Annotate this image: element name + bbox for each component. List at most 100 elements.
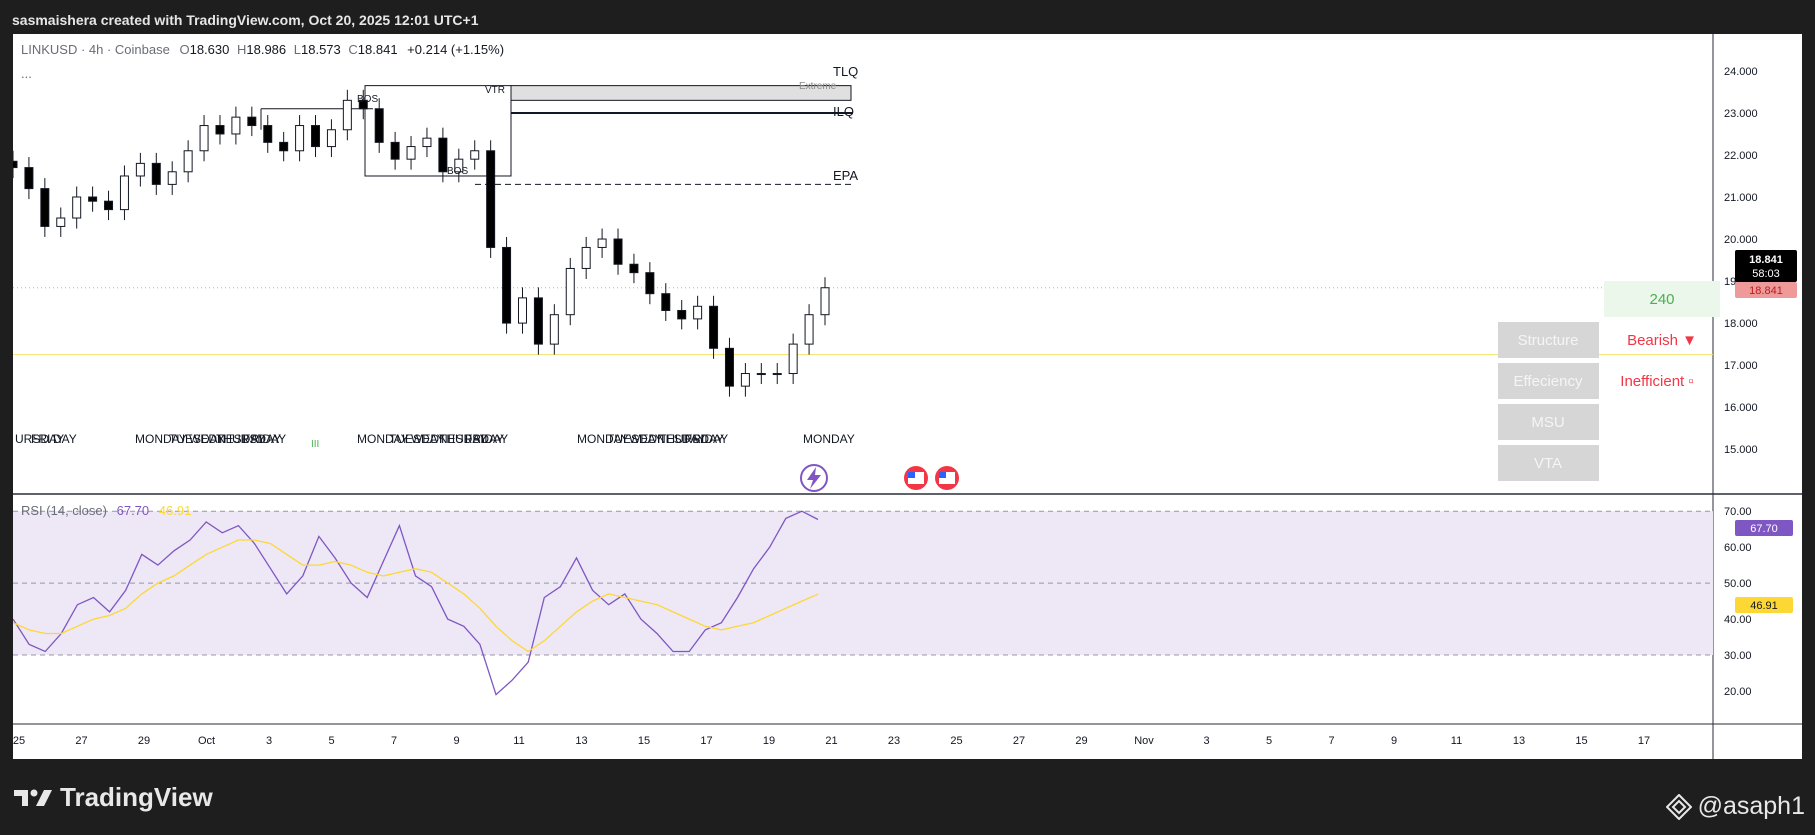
time-tick-label: 25 — [13, 735, 25, 747]
legend-more[interactable]: ... — [21, 66, 32, 81]
candle-body — [581, 246, 591, 269]
rsi-badge — [1735, 520, 1793, 536]
candle-body — [167, 171, 177, 185]
us-flag-event-icon-2[interactable] — [935, 466, 959, 490]
price-tick-label: 21.000 — [1724, 192, 1758, 204]
session-label: URSDAY — [15, 432, 64, 446]
structure-label: Structure — [1518, 332, 1579, 349]
price-axis[interactable]: 15.00016.00017.00018.00019.00020.00021.0… — [1724, 66, 1758, 456]
candle-body — [470, 150, 480, 160]
candle-body — [215, 125, 225, 135]
session-label: MONDAY — [803, 432, 855, 446]
marker-green-bars: III — [311, 439, 319, 450]
candle-body — [454, 158, 464, 173]
candle-body — [693, 305, 703, 320]
timeframe-value: 240 — [1649, 291, 1674, 308]
timeframe-cell — [1604, 281, 1720, 317]
legend-change: +0.214 (+1.15%) — [407, 42, 504, 57]
candle-body — [104, 200, 114, 211]
candle-body — [40, 188, 50, 227]
efficiency-value: Inefficient ▫ — [1620, 373, 1693, 390]
structure-value: Bearish ▼ — [1627, 332, 1697, 349]
candle-body — [135, 162, 145, 177]
candle-body — [295, 125, 305, 152]
rsi-tick-label: 70.00 — [1724, 506, 1752, 518]
candle-body — [486, 150, 496, 248]
candle-body — [549, 314, 559, 345]
time-axis[interactable]: 25 27 29 Oct 3 5 7 9 11 13 15 17 19 21 23 25 27 29 Nov 3 5 7 9… — [13, 735, 1650, 747]
rsi-ma-value: 46.91 — [159, 503, 192, 518]
legend-c-value: 18.841 — [358, 42, 398, 57]
brand-name: TradingView — [60, 782, 213, 812]
time-tick-label: 9 — [453, 735, 459, 747]
legend-h-label: H — [237, 42, 246, 57]
time-tick-label: 7 — [391, 735, 397, 747]
vta-label: VTA — [1534, 455, 1562, 472]
time-tick-label: Oct — [198, 735, 215, 747]
candles-group — [8, 89, 830, 397]
label-ilq: ILQ — [833, 104, 854, 119]
price-tick-label: 24.000 — [1724, 66, 1758, 78]
price-tick-label: 23.000 — [1724, 108, 1758, 120]
rsi-legend: RSI (14, close) 67.70 46.91 — [21, 503, 191, 518]
candle-body — [199, 125, 209, 152]
candle-body — [772, 373, 782, 376]
session-label: WEDNESDAY — [629, 432, 705, 446]
time-tick-label: 7 — [1328, 735, 1334, 747]
label-vtr: VTR — [485, 85, 505, 96]
session-label: FRIDAY — [685, 432, 728, 446]
candle-body — [597, 238, 607, 248]
session-label: WEDNESDAY — [189, 432, 265, 446]
rsi-axis[interactable]: 20.00 30.00 40.00 50.00 60.00 70.00 — [1724, 506, 1752, 698]
time-tick-label: 3 — [266, 735, 272, 747]
candle-body — [342, 99, 352, 131]
time-tick-label: 3 — [1203, 735, 1209, 747]
candle-body — [422, 137, 432, 148]
time-tick-label: 15 — [638, 735, 650, 747]
tradingview-logo[interactable]: TradingView — [14, 782, 213, 813]
rsi-band-group — [13, 510, 1713, 656]
price-tick-label: 18.000 — [1724, 318, 1758, 330]
candle-body — [645, 272, 655, 295]
legend-c-label: C — [348, 42, 357, 57]
legend-o-value: 18.630 — [190, 42, 230, 57]
msu-cell — [1498, 404, 1599, 440]
price-badge — [1735, 250, 1797, 282]
price-badge-2 — [1735, 282, 1797, 298]
label-bos-top: BOS — [357, 94, 378, 105]
legend-symbol: LINKUSD · 4h · Coinbase — [21, 42, 170, 57]
lightning-event-icon[interactable] — [800, 464, 828, 492]
rsi-ma-badge-value: 46.91 — [1750, 600, 1778, 612]
candle-body — [326, 129, 336, 148]
candle-body — [119, 175, 129, 211]
label-bos-bottom: BOS — [447, 166, 468, 177]
chart-frame[interactable]: 15.00016.00017.00018.00019.00020.00021.0… — [8, 34, 1802, 759]
candle-body — [724, 347, 734, 387]
chart-svg[interactable]: 15.00016.00017.00018.00019.00020.00021.0… — [8, 34, 1802, 759]
rsi-value: 67.70 — [117, 503, 150, 518]
us-flag-event-icon[interactable] — [904, 466, 928, 490]
time-tick-label: 5 — [1266, 735, 1272, 747]
structure-cell — [1498, 322, 1599, 358]
price-tick-label: 20.000 — [1724, 234, 1758, 246]
price-tick-label: 16.000 — [1724, 402, 1758, 414]
time-tick-label: 15 — [1575, 735, 1587, 747]
footer — [0, 760, 1815, 835]
price-badge-countdown: 58:03 — [1752, 268, 1780, 280]
legend-h-value: 18.986 — [246, 42, 286, 57]
price-tick-label: 15.000 — [1724, 444, 1758, 456]
session-label: THURSDAY — [216, 432, 281, 446]
rsi-label: RSI (14, close) — [21, 503, 107, 518]
rsi-line — [12, 510, 819, 696]
time-tick-label: 27 — [75, 735, 87, 747]
time-tick-label: 5 — [328, 735, 334, 747]
time-tick-label: Nov — [1134, 735, 1154, 747]
session-label: MONDAY — [135, 432, 187, 446]
candle-body — [231, 116, 241, 135]
candle-body — [740, 373, 750, 387]
time-tick-label: 29 — [138, 735, 150, 747]
levels-group — [13, 85, 1713, 356]
candle-body — [517, 297, 527, 324]
time-tick-label: 27 — [1013, 735, 1025, 747]
rsi-tick-label: 30.00 — [1724, 650, 1752, 662]
